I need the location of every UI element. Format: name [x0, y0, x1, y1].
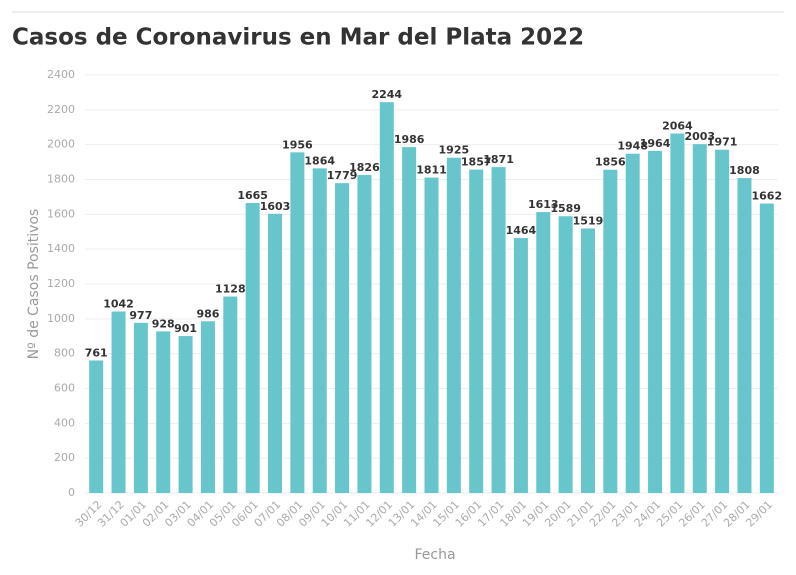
y-tick-label: 1600 — [47, 207, 75, 220]
value-label: 977 — [129, 309, 152, 322]
bar — [178, 336, 193, 493]
bar — [223, 296, 238, 493]
bar — [625, 153, 640, 493]
y-tick-label: 400 — [54, 416, 75, 429]
value-label: 1665 — [237, 189, 268, 202]
bar — [446, 157, 461, 493]
value-label: 928 — [152, 317, 175, 330]
y-tick-label: 1400 — [47, 242, 75, 255]
bar — [424, 177, 439, 493]
bar — [156, 331, 171, 493]
bar — [290, 152, 305, 493]
value-label: 901 — [174, 322, 197, 335]
value-label: 1864 — [304, 154, 335, 167]
y-tick-label: 200 — [54, 451, 75, 464]
y-tick-label: 600 — [54, 382, 75, 395]
value-label: 1589 — [550, 202, 581, 215]
bar — [513, 238, 528, 493]
bar — [558, 216, 573, 494]
bar — [133, 322, 148, 493]
bar — [268, 213, 283, 493]
value-label: 1808 — [729, 164, 760, 177]
chart-title: Casos de Coronavirus en Mar del Plata 20… — [12, 25, 584, 51]
bar — [111, 311, 126, 493]
y-tick-label: 1000 — [47, 312, 75, 325]
bar — [357, 174, 372, 493]
value-label: 1857 — [461, 156, 492, 169]
value-label: 2064 — [662, 120, 693, 133]
value-label: 1811 — [416, 164, 447, 177]
bar — [379, 102, 394, 494]
y-tick-label: 1800 — [47, 173, 75, 186]
bar — [200, 321, 215, 493]
value-label: 1856 — [595, 156, 626, 169]
bar — [603, 169, 618, 493]
y-tick-label: 2000 — [47, 138, 75, 151]
bar — [335, 183, 350, 493]
bar — [89, 360, 104, 493]
value-label: 1956 — [282, 138, 313, 151]
y-axis-label: Nº de Casos Positivos — [26, 209, 42, 360]
value-label: 1464 — [506, 224, 537, 237]
bar — [469, 169, 484, 493]
value-label: 1042 — [103, 298, 134, 311]
y-tick-label: 2400 — [47, 68, 75, 81]
bar — [737, 178, 752, 493]
value-label: 761 — [85, 346, 108, 359]
value-label: 1603 — [260, 200, 291, 213]
value-label: 986 — [196, 307, 219, 320]
bar — [491, 167, 506, 494]
y-tick-label: 0 — [68, 486, 75, 499]
value-label: 1128 — [215, 283, 246, 296]
bar — [580, 228, 595, 493]
bar — [670, 133, 685, 493]
value-label: 1871 — [483, 153, 514, 166]
y-tick-label: 1200 — [47, 277, 75, 290]
bar — [536, 212, 551, 494]
value-label: 1948 — [617, 140, 648, 153]
bar — [648, 150, 663, 494]
value-label: 1971 — [707, 136, 738, 149]
value-label: 1826 — [349, 161, 380, 174]
value-label: 2244 — [371, 88, 402, 101]
x-axis-label: Fecha — [414, 547, 455, 563]
bar — [715, 149, 730, 493]
bar — [402, 147, 417, 494]
value-label: 1925 — [439, 144, 470, 157]
y-tick-label: 2200 — [47, 103, 75, 116]
bar — [245, 203, 260, 493]
bar — [692, 144, 707, 493]
value-label: 1964 — [640, 137, 671, 150]
y-tick-label: 800 — [54, 347, 75, 360]
value-label: 1519 — [573, 214, 604, 227]
value-label: 1662 — [752, 190, 783, 203]
value-label: 1779 — [327, 169, 358, 182]
value-label: 1986 — [394, 133, 425, 146]
value-label: 2003 — [684, 130, 715, 143]
value-label: 1613 — [528, 198, 559, 211]
bar — [312, 168, 327, 493]
bar — [759, 203, 774, 493]
